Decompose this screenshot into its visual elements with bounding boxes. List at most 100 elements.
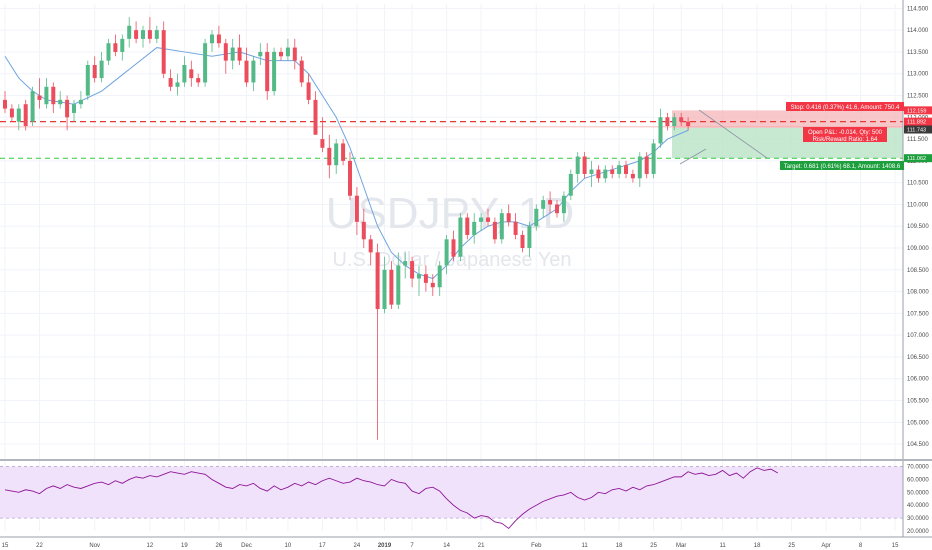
candle-body bbox=[644, 156, 649, 174]
candle bbox=[141, 25, 145, 48]
axis-badge-bg bbox=[904, 154, 932, 163]
candle bbox=[99, 51, 104, 83]
candle bbox=[134, 21, 139, 44]
time-tick-label: 7 bbox=[410, 543, 414, 549]
candle bbox=[92, 56, 97, 83]
candle-body bbox=[154, 30, 159, 39]
candle bbox=[306, 73, 311, 105]
open-pnl-label: Open P&L: -0.014, Qty: 500 bbox=[808, 130, 883, 136]
candle bbox=[37, 78, 42, 109]
candle-body bbox=[134, 30, 139, 39]
candle bbox=[396, 252, 401, 310]
candle bbox=[348, 152, 352, 201]
rsi-line bbox=[4, 467, 779, 530]
price-tick-label: 107.000 bbox=[907, 333, 929, 339]
candle bbox=[568, 169, 573, 201]
candle-body bbox=[251, 60, 256, 83]
candle bbox=[85, 60, 90, 100]
candle-body bbox=[320, 139, 325, 148]
trend-lines[interactable] bbox=[679, 109, 768, 165]
axis-badge: 111.892 bbox=[907, 120, 926, 126]
open-pnl-bg bbox=[803, 127, 887, 142]
candle-body bbox=[458, 217, 463, 257]
candle bbox=[658, 108, 663, 148]
candle-body bbox=[72, 104, 76, 113]
price-tick-label: 113.500 bbox=[907, 50, 929, 56]
candle bbox=[196, 73, 201, 87]
time-tick-label: 10 bbox=[285, 543, 292, 549]
candle bbox=[327, 134, 332, 179]
candle bbox=[520, 230, 525, 253]
candle-body bbox=[403, 261, 408, 266]
price-tick-label: 108.500 bbox=[907, 268, 929, 274]
candle-body bbox=[548, 200, 553, 205]
candle-body bbox=[575, 156, 580, 174]
candle bbox=[437, 261, 442, 296]
time-tick-label: 11 bbox=[581, 543, 588, 549]
candle-body bbox=[520, 234, 525, 249]
candle-body bbox=[617, 165, 622, 174]
candle bbox=[548, 191, 553, 214]
candle-body bbox=[258, 51, 263, 57]
candle-body bbox=[417, 274, 421, 279]
candle bbox=[230, 38, 235, 70]
candle bbox=[78, 91, 83, 109]
candle bbox=[430, 274, 435, 296]
candle-body bbox=[37, 95, 42, 100]
time-tick-label: 14 bbox=[443, 543, 450, 549]
price-tick-label: 107.500 bbox=[907, 311, 929, 317]
candle bbox=[210, 30, 214, 52]
candle-body bbox=[637, 156, 642, 179]
candle bbox=[272, 47, 277, 96]
candle-body bbox=[568, 173, 573, 196]
candle-body bbox=[279, 51, 283, 57]
candle bbox=[499, 208, 504, 244]
price-tick-label: 109.500 bbox=[907, 224, 929, 230]
candle bbox=[313, 91, 318, 135]
candle bbox=[189, 60, 194, 87]
candle bbox=[354, 187, 359, 235]
candle-body bbox=[389, 269, 394, 305]
candle-body bbox=[223, 43, 228, 61]
candle-body bbox=[672, 117, 677, 127]
candle bbox=[458, 213, 463, 262]
time-tick-label: 25 bbox=[788, 543, 795, 549]
price-tick-label: 109.000 bbox=[907, 246, 929, 252]
candle bbox=[389, 261, 394, 310]
candle bbox=[154, 25, 159, 44]
target-label: Target: 0.681 (0.61%) 68.1, Amount: 1408… bbox=[784, 164, 901, 170]
candle-body bbox=[196, 78, 201, 83]
position-labels: Stop: 0.416 (0.37%) 41.6, Amount: 750.4 O… bbox=[780, 102, 932, 170]
time-tick-label: Feb bbox=[531, 543, 542, 549]
candle bbox=[23, 99, 28, 131]
candle-body bbox=[624, 165, 628, 174]
candle-body bbox=[334, 143, 339, 166]
candle-body bbox=[120, 38, 125, 52]
candle-body bbox=[382, 269, 387, 310]
time-tick-label: 12 bbox=[147, 543, 154, 549]
candle bbox=[451, 230, 456, 262]
candle-body bbox=[189, 69, 194, 79]
horizontal-lines[interactable] bbox=[0, 121, 903, 159]
candle bbox=[410, 256, 415, 288]
candle-body bbox=[16, 108, 21, 122]
time-tick-label: Mar bbox=[676, 543, 686, 549]
candle bbox=[58, 91, 63, 109]
candle-body bbox=[437, 265, 442, 288]
candle bbox=[147, 17, 152, 44]
candle bbox=[120, 34, 125, 61]
price-tick-label: 104.500 bbox=[907, 442, 929, 448]
candle-body bbox=[348, 160, 352, 196]
candle-body bbox=[30, 91, 35, 122]
candle-body bbox=[299, 60, 304, 83]
candle bbox=[279, 47, 283, 61]
candle bbox=[3, 91, 7, 113]
candle-body bbox=[313, 99, 318, 135]
time-tick-label: 22 bbox=[36, 543, 43, 549]
candle-body bbox=[561, 195, 566, 214]
candle bbox=[113, 34, 118, 57]
candle-body bbox=[203, 43, 208, 83]
candle-body bbox=[451, 239, 456, 257]
